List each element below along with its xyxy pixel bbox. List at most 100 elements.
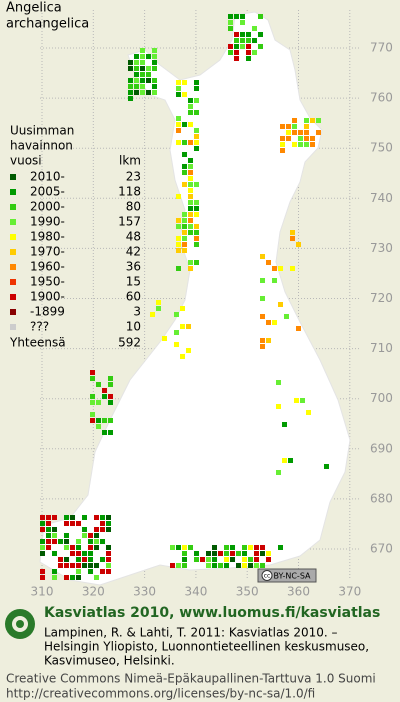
observation-square	[242, 551, 247, 556]
observation-square	[194, 551, 199, 556]
observation-square	[70, 563, 75, 568]
observation-square	[90, 418, 95, 423]
observation-square	[140, 90, 145, 95]
observation-square	[266, 338, 271, 343]
legend: Uusimman havainnon vuosi lkm 2010- 23 2005…	[9, 124, 141, 350]
observation-square	[162, 336, 167, 341]
observation-square	[70, 521, 75, 526]
observation-square	[228, 50, 233, 55]
observation-square	[272, 320, 277, 325]
observation-square	[76, 557, 81, 562]
observation-square	[286, 124, 291, 129]
observation-square	[280, 148, 285, 153]
observation-square	[188, 266, 193, 271]
observation-square	[182, 218, 187, 223]
x-grid-label: 310	[31, 585, 54, 599]
observation-square	[230, 557, 235, 562]
y-grid-label: 700	[370, 391, 393, 405]
observation-square	[260, 254, 265, 259]
legend-count: 118	[118, 185, 141, 199]
observation-square	[252, 26, 257, 31]
observation-square	[254, 557, 259, 562]
observation-square	[40, 545, 45, 550]
observation-square	[64, 521, 69, 526]
legend-label: 1960-	[30, 260, 65, 274]
observation-square	[100, 527, 105, 532]
observation-square	[102, 418, 107, 423]
observation-square	[46, 527, 51, 532]
badge-cc: cc	[264, 573, 271, 580]
observation-square	[182, 230, 187, 235]
observation-square	[228, 26, 233, 31]
observation-square	[128, 90, 133, 95]
y-grid-label: 690	[370, 441, 393, 455]
observation-square	[228, 44, 233, 49]
observation-square	[106, 515, 111, 520]
legend-label: 1980-	[30, 230, 65, 244]
observation-square	[176, 242, 181, 247]
observation-square	[316, 130, 321, 135]
observation-square	[188, 182, 193, 187]
legend-count: 3	[133, 305, 141, 319]
observation-square	[76, 575, 81, 580]
observation-square	[106, 551, 111, 556]
observation-square	[88, 533, 93, 538]
observation-square	[150, 312, 155, 317]
observation-square	[282, 422, 287, 427]
observation-square	[260, 314, 265, 319]
observation-square	[280, 136, 285, 141]
observation-square	[292, 142, 297, 147]
observation-square	[46, 521, 51, 526]
observation-square	[128, 96, 133, 101]
observation-square	[260, 563, 265, 568]
observation-square	[96, 382, 101, 387]
observation-square	[304, 124, 309, 129]
observation-square	[52, 527, 57, 532]
observation-square	[206, 557, 211, 562]
observation-square	[304, 142, 309, 147]
legend-swatch	[10, 309, 16, 315]
observation-square	[188, 170, 193, 175]
observation-square	[228, 14, 233, 19]
observation-square	[106, 557, 111, 562]
observation-square	[100, 539, 105, 544]
observation-square	[228, 20, 233, 25]
observation-square	[260, 278, 265, 283]
observation-square	[304, 130, 309, 135]
legend-count: 80	[126, 200, 141, 214]
observation-square	[64, 545, 69, 550]
logo	[5, 609, 35, 639]
badge-icon	[261, 570, 273, 581]
observation-square	[182, 92, 187, 97]
observation-square	[108, 382, 113, 387]
observation-square	[316, 118, 321, 123]
observation-square	[176, 248, 181, 253]
observation-square	[40, 539, 45, 544]
legend-swatch	[10, 279, 16, 285]
observation-square	[46, 515, 51, 520]
observation-square	[140, 54, 145, 59]
observation-square	[292, 130, 297, 135]
legend-label: 1900-	[30, 290, 65, 304]
observation-square	[194, 212, 199, 217]
observation-square	[194, 110, 199, 115]
observation-square	[254, 545, 259, 550]
observation-square	[212, 545, 217, 550]
legend-label: 2000-	[30, 200, 65, 214]
observation-square	[182, 122, 187, 127]
observation-square	[194, 236, 199, 241]
observation-square	[156, 300, 161, 305]
legend-label: 1950-	[30, 275, 65, 289]
observation-square	[76, 539, 81, 544]
observation-square	[52, 533, 57, 538]
brand: Kasviatlas 2010, www.luomus.fi/kasviatla…	[44, 605, 380, 621]
observation-square	[176, 236, 181, 241]
observation-square	[128, 66, 133, 71]
observation-square	[194, 128, 199, 133]
observation-square	[188, 200, 193, 205]
finland-outline	[39, 11, 351, 586]
observation-square	[182, 170, 187, 175]
observation-square	[128, 60, 133, 65]
observation-square	[212, 563, 217, 568]
observation-square	[88, 551, 93, 556]
